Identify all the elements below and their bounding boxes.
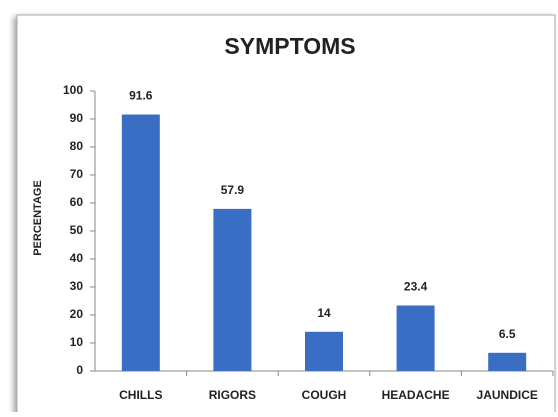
bar <box>121 114 160 372</box>
bar <box>213 208 252 371</box>
y-tick-label: 90 <box>70 111 84 125</box>
y-axis-label: PERCENTAGE <box>32 180 44 256</box>
data-label: 57.9 <box>221 183 245 197</box>
y-tick-label: 30 <box>70 279 84 293</box>
data-label: 91.6 <box>129 89 153 103</box>
chart-title: SYMPTOMS <box>224 33 355 59</box>
y-tick-label: 100 <box>63 83 83 97</box>
data-label: 14 <box>317 306 331 320</box>
y-tick-label: 60 <box>70 195 84 209</box>
data-label: 23.4 <box>404 280 428 294</box>
x-tick-label: RIGORS <box>209 388 256 402</box>
y-tick-label: 70 <box>70 167 84 181</box>
bar <box>488 352 527 371</box>
chart-frame <box>16 14 556 416</box>
data-label: 6.5 <box>499 327 516 341</box>
x-tick-label: COUGH <box>302 388 347 402</box>
y-tick-label: 50 <box>70 223 84 237</box>
x-tick-label: HEADACHE <box>382 388 450 402</box>
bar <box>396 305 435 371</box>
y-tick-label: 10 <box>70 335 84 349</box>
y-tick-label: 80 <box>70 139 84 153</box>
y-tick-label: 20 <box>70 307 84 321</box>
x-tick-label: CHILLS <box>119 388 162 402</box>
x-tick-label: JAUNDICE <box>477 388 538 402</box>
y-tick-label: 0 <box>76 363 83 377</box>
y-tick-label: 40 <box>70 251 84 265</box>
bar <box>305 331 343 371</box>
